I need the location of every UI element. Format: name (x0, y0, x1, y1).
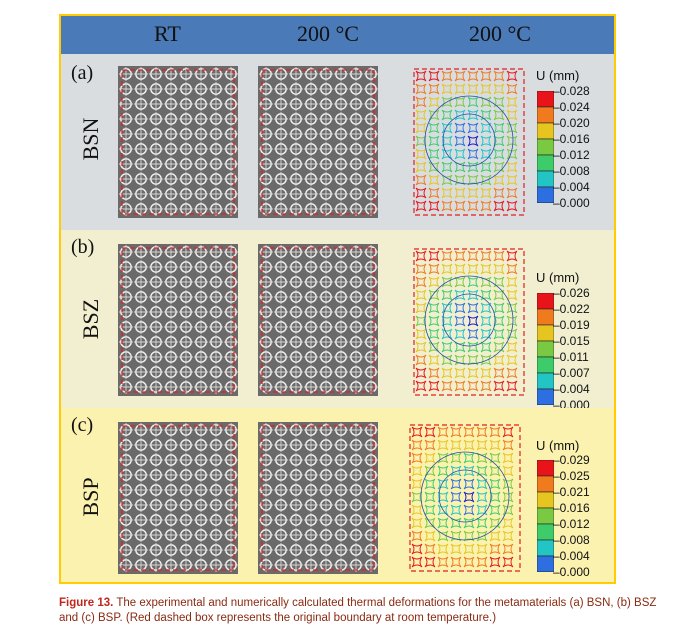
photo-200c (258, 244, 378, 396)
legend-title: U (mm) (536, 270, 580, 285)
legend-title: U (mm) (536, 438, 580, 453)
colorbar-tick: –0.008 (553, 533, 590, 547)
lattice-photo (258, 66, 378, 218)
photo-rt (118, 244, 238, 396)
row-letter: (a) (71, 62, 94, 84)
lattice-photo (118, 422, 238, 574)
colorbar-band (537, 555, 554, 572)
row-name: BSN (78, 117, 103, 161)
colorbar-tick: –0.016 (553, 501, 590, 515)
photo-200c (258, 422, 378, 574)
displacement-simulation (413, 68, 525, 216)
displacement-field (411, 426, 514, 568)
header-200c-simulation: 200 °C (469, 21, 531, 46)
legend-title: U (mm) (536, 68, 580, 83)
colorbar-band (537, 356, 554, 374)
colorbar-tick: –0.000 (553, 196, 590, 210)
row-bsp: (c) BSP U (mm) –0.029 –0.025 –0.021 –0.016 –… (61, 408, 614, 582)
colorbar-tick: –0.025 (553, 469, 590, 483)
row-bsn: (a) BSN U (mm) –0.028 –0.024 –0.020 –0.016 –… (61, 54, 614, 230)
colorbar-tick: –0.004 (553, 180, 590, 194)
colorbar-band (537, 388, 554, 405)
colorbar-tick: –0.016 (553, 132, 590, 146)
column-header-bar: RT 200 °C 200 °C (61, 16, 614, 54)
colorbar-tick: –0.028 (553, 84, 590, 98)
colorbar-band (537, 539, 554, 557)
colorbar (537, 460, 554, 572)
colorbar-band (537, 460, 554, 477)
header-200c-experimental: 200 °C (297, 21, 359, 46)
displacement-field (415, 70, 518, 212)
row-bsz: (b) BSZ U (mm) –0.026 –0.022 –0.019 –0.015 –… (61, 230, 614, 411)
colorbar-band (537, 340, 554, 358)
colorbar-band (537, 91, 554, 108)
colorbar (537, 293, 554, 405)
lattice-pattern (118, 66, 238, 218)
colorbar-band (537, 106, 554, 124)
row-letter: (b) (71, 236, 95, 258)
displacement-simulation (413, 248, 525, 396)
colorbar-band (537, 475, 554, 493)
lattice-pattern (118, 422, 238, 574)
lattice-pattern (118, 244, 238, 396)
colorbar-tick: –0.007 (553, 366, 590, 380)
original-boundary (121, 247, 235, 393)
lattice-photo (118, 244, 238, 396)
colorbar-tick: –0.012 (553, 517, 590, 531)
colorbar-tick: –0.000 (553, 565, 590, 579)
lattice-photo (118, 66, 238, 218)
displacement-simulation (409, 424, 521, 572)
colorbar-band (537, 122, 554, 140)
lattice-pattern (258, 66, 378, 218)
photo-rt (118, 66, 238, 218)
original-boundary (261, 247, 375, 393)
caption-label: Figure 13. (59, 597, 114, 609)
colorbar-tick: –0.004 (553, 549, 590, 563)
colorbar-tick: –0.004 (553, 382, 590, 396)
displacement-field (415, 250, 518, 392)
colorbar-tick: –0.022 (553, 302, 590, 316)
original-boundary (261, 425, 375, 571)
colorbar-tick: –0.012 (553, 148, 590, 162)
colorbar-band (537, 523, 554, 541)
colorbar-band (537, 308, 554, 326)
colorbar-band (537, 372, 554, 390)
colorbar-band (537, 491, 554, 509)
colorbar-tick: –0.015 (553, 334, 590, 348)
original-boundary (121, 69, 235, 215)
figure-caption: Figure 13. The experimental and numerica… (59, 596, 659, 626)
colorbar-tick: –0.019 (553, 318, 590, 332)
lattice-pattern (258, 244, 378, 396)
colorbar-band (537, 507, 554, 525)
lattice-pattern (258, 422, 378, 574)
original-boundary (261, 69, 375, 215)
colorbar-tick: –0.024 (553, 100, 590, 114)
colorbar-tick: –0.021 (553, 485, 590, 499)
caption-text: The experimental and numerically calcula… (59, 597, 657, 624)
colorbar (537, 91, 554, 203)
figure-panel: RT 200 °C 200 °C (a) BSN U (mm) –0.028 –0… (59, 14, 616, 584)
header-rt: RT (154, 21, 181, 46)
colorbar-band (537, 186, 554, 203)
colorbar-tick: –0.029 (553, 453, 590, 467)
lattice-photo (258, 422, 378, 574)
colorbar-band (537, 324, 554, 342)
photo-200c (258, 66, 378, 218)
colorbar-band (537, 154, 554, 172)
original-boundary (121, 425, 235, 571)
row-name: BSZ (78, 298, 103, 340)
colorbar-band (537, 293, 554, 310)
photo-rt (118, 422, 238, 574)
colorbar-tick: –0.011 (553, 350, 589, 364)
colorbar-tick: –0.020 (553, 116, 590, 130)
colorbar-tick: –0.008 (553, 164, 590, 178)
lattice-photo (258, 244, 378, 396)
colorbar-tick: –0.026 (553, 286, 590, 300)
colorbar-band (537, 138, 554, 156)
colorbar-band (537, 170, 554, 188)
row-letter: (c) (71, 414, 94, 436)
row-name: BSP (78, 477, 103, 517)
